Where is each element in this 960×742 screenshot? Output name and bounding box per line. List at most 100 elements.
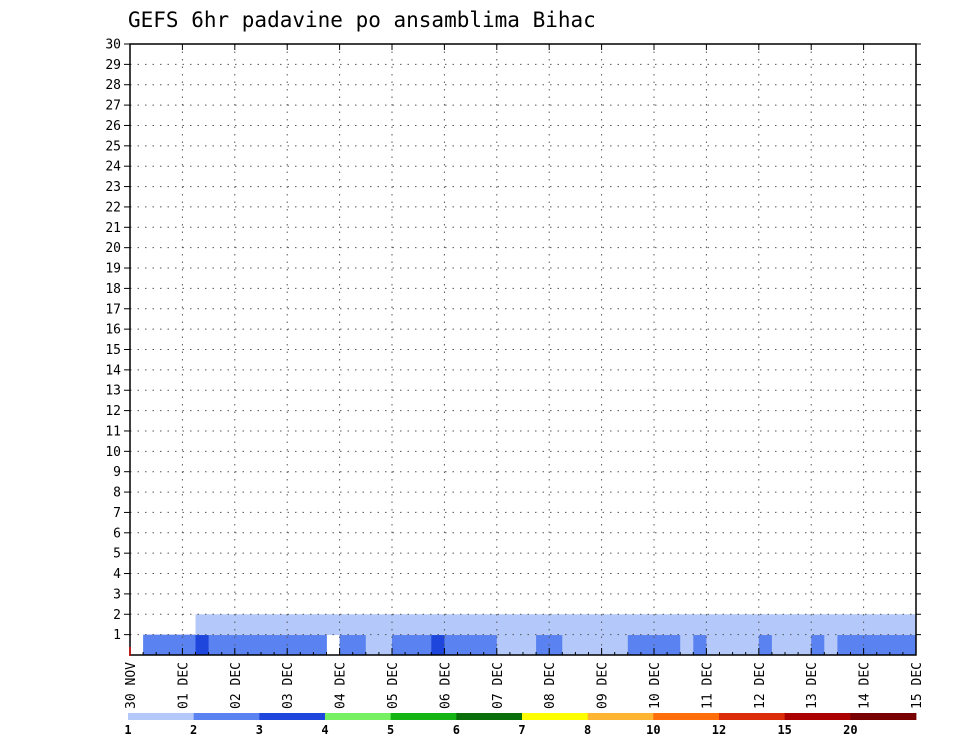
heatmap-cell bbox=[798, 614, 812, 636]
y-tick-label: 14 bbox=[105, 363, 121, 378]
heatmap-cell bbox=[732, 634, 747, 656]
heatmap-cell bbox=[234, 634, 249, 656]
y-tick-label: 16 bbox=[105, 323, 121, 338]
legend-label: 1 bbox=[124, 723, 131, 737]
heatmap-cell bbox=[640, 634, 655, 656]
y-tick-label: 6 bbox=[113, 526, 121, 541]
x-tick-label: 08 DEC bbox=[543, 662, 558, 709]
y-tick-label: 4 bbox=[113, 567, 121, 582]
y-tick-label: 29 bbox=[105, 58, 121, 73]
y-tick-label: 20 bbox=[105, 241, 121, 256]
heatmap-cell bbox=[680, 634, 694, 656]
x-tick-label: 06 DEC bbox=[438, 662, 453, 709]
heatmap-cell bbox=[654, 614, 668, 636]
heatmap-cell bbox=[392, 634, 406, 656]
y-tick-label: 3 bbox=[113, 587, 121, 602]
legend-label: 3 bbox=[256, 723, 263, 737]
heatmap-cell bbox=[562, 614, 576, 636]
legend-label: 10 bbox=[646, 723, 660, 737]
heatmap-cell bbox=[352, 634, 367, 656]
heatmap-cell bbox=[758, 614, 773, 636]
legend-label: 12 bbox=[712, 723, 726, 737]
y-tick-label: 24 bbox=[105, 160, 121, 175]
heatmap-cell bbox=[313, 634, 327, 656]
heatmap-cell bbox=[509, 634, 524, 656]
heatmap-cell bbox=[562, 634, 576, 656]
heatmap-cell bbox=[195, 614, 209, 636]
heatmap-cell bbox=[758, 634, 773, 656]
heatmap-cell bbox=[195, 634, 209, 656]
heatmap-cell bbox=[234, 614, 249, 636]
heatmap-cell bbox=[378, 634, 393, 656]
heatmap-cell bbox=[889, 614, 904, 636]
heatmap-cell bbox=[850, 614, 864, 636]
heatmap-cell bbox=[247, 614, 262, 636]
heatmap-cell bbox=[483, 634, 498, 656]
y-tick-label: 17 bbox=[105, 302, 121, 317]
y-tick-label: 1 bbox=[113, 628, 121, 643]
heatmap-cell bbox=[654, 634, 668, 656]
heatmap-cell bbox=[785, 634, 799, 656]
heatmap-cell bbox=[287, 614, 301, 636]
x-tick-label: 03 DEC bbox=[281, 662, 296, 709]
heatmap-cell bbox=[667, 614, 681, 636]
x-tick-label: 30 NOV bbox=[124, 662, 139, 709]
legend-label: 8 bbox=[584, 723, 591, 737]
heatmap-cell bbox=[496, 614, 511, 636]
heatmap-cell bbox=[706, 614, 720, 636]
y-tick-label: 9 bbox=[113, 465, 121, 480]
heatmap-cell bbox=[274, 614, 288, 636]
heatmap-cell bbox=[549, 634, 563, 656]
y-tick-label: 21 bbox=[105, 221, 121, 236]
heatmap-cell bbox=[824, 614, 838, 636]
heatmap-cell bbox=[405, 614, 419, 636]
y-tick-label: 19 bbox=[105, 262, 121, 277]
heatmap-cell bbox=[405, 634, 419, 656]
y-tick-label: 15 bbox=[105, 343, 121, 358]
heatmap-cell bbox=[496, 634, 511, 656]
legend-label: 7 bbox=[518, 723, 525, 737]
heatmap-cell bbox=[326, 614, 340, 636]
legend-swatch bbox=[522, 713, 589, 720]
y-tick-label: 8 bbox=[113, 486, 121, 501]
heatmap-cell bbox=[221, 614, 236, 636]
x-tick-label: 15 DEC bbox=[910, 662, 925, 709]
heatmap-cell bbox=[824, 634, 838, 656]
heatmap-cell bbox=[313, 614, 327, 636]
heatmap-cell bbox=[614, 634, 629, 656]
gridlines bbox=[130, 43, 916, 655]
heatmap-cell bbox=[640, 614, 655, 636]
legend-label: 15 bbox=[777, 723, 791, 737]
heatmap-cell bbox=[575, 634, 589, 656]
x-tick-label: 02 DEC bbox=[229, 662, 244, 709]
heatmap-cell bbox=[785, 614, 799, 636]
heatmap-cell bbox=[208, 634, 223, 656]
heatmap-cell bbox=[588, 634, 602, 656]
heatmap-cell bbox=[693, 614, 707, 636]
heatmap-cell bbox=[719, 614, 733, 636]
legend-label: 20 bbox=[843, 723, 857, 737]
heatmap-cell bbox=[771, 614, 786, 636]
heatmap-cell bbox=[470, 614, 485, 636]
heatmap-cell bbox=[575, 614, 589, 636]
y-tick-label: 18 bbox=[105, 282, 121, 297]
heatmap-cell bbox=[523, 614, 537, 636]
heatmap-cell bbox=[444, 634, 458, 656]
x-tick-label: 07 DEC bbox=[491, 662, 506, 709]
heatmap-cell bbox=[261, 634, 275, 656]
heatmap-cell bbox=[627, 634, 642, 656]
heatmap-cell bbox=[143, 634, 157, 656]
heatmap-cell bbox=[863, 614, 878, 636]
x-tick-label: 14 DEC bbox=[858, 662, 873, 709]
heatmap-cell bbox=[274, 634, 288, 656]
heatmap-cell bbox=[365, 634, 380, 656]
heatmap-cell bbox=[850, 634, 864, 656]
heatmap-cell bbox=[614, 614, 629, 636]
heatmap-cell bbox=[719, 634, 733, 656]
heatmap-cell bbox=[182, 634, 196, 656]
y-tick-label: 13 bbox=[105, 384, 121, 399]
heatmap-cell bbox=[680, 614, 694, 636]
heatmap-cell bbox=[745, 634, 760, 656]
x-tick-label: 13 DEC bbox=[805, 662, 820, 709]
legend-swatch bbox=[719, 713, 786, 720]
